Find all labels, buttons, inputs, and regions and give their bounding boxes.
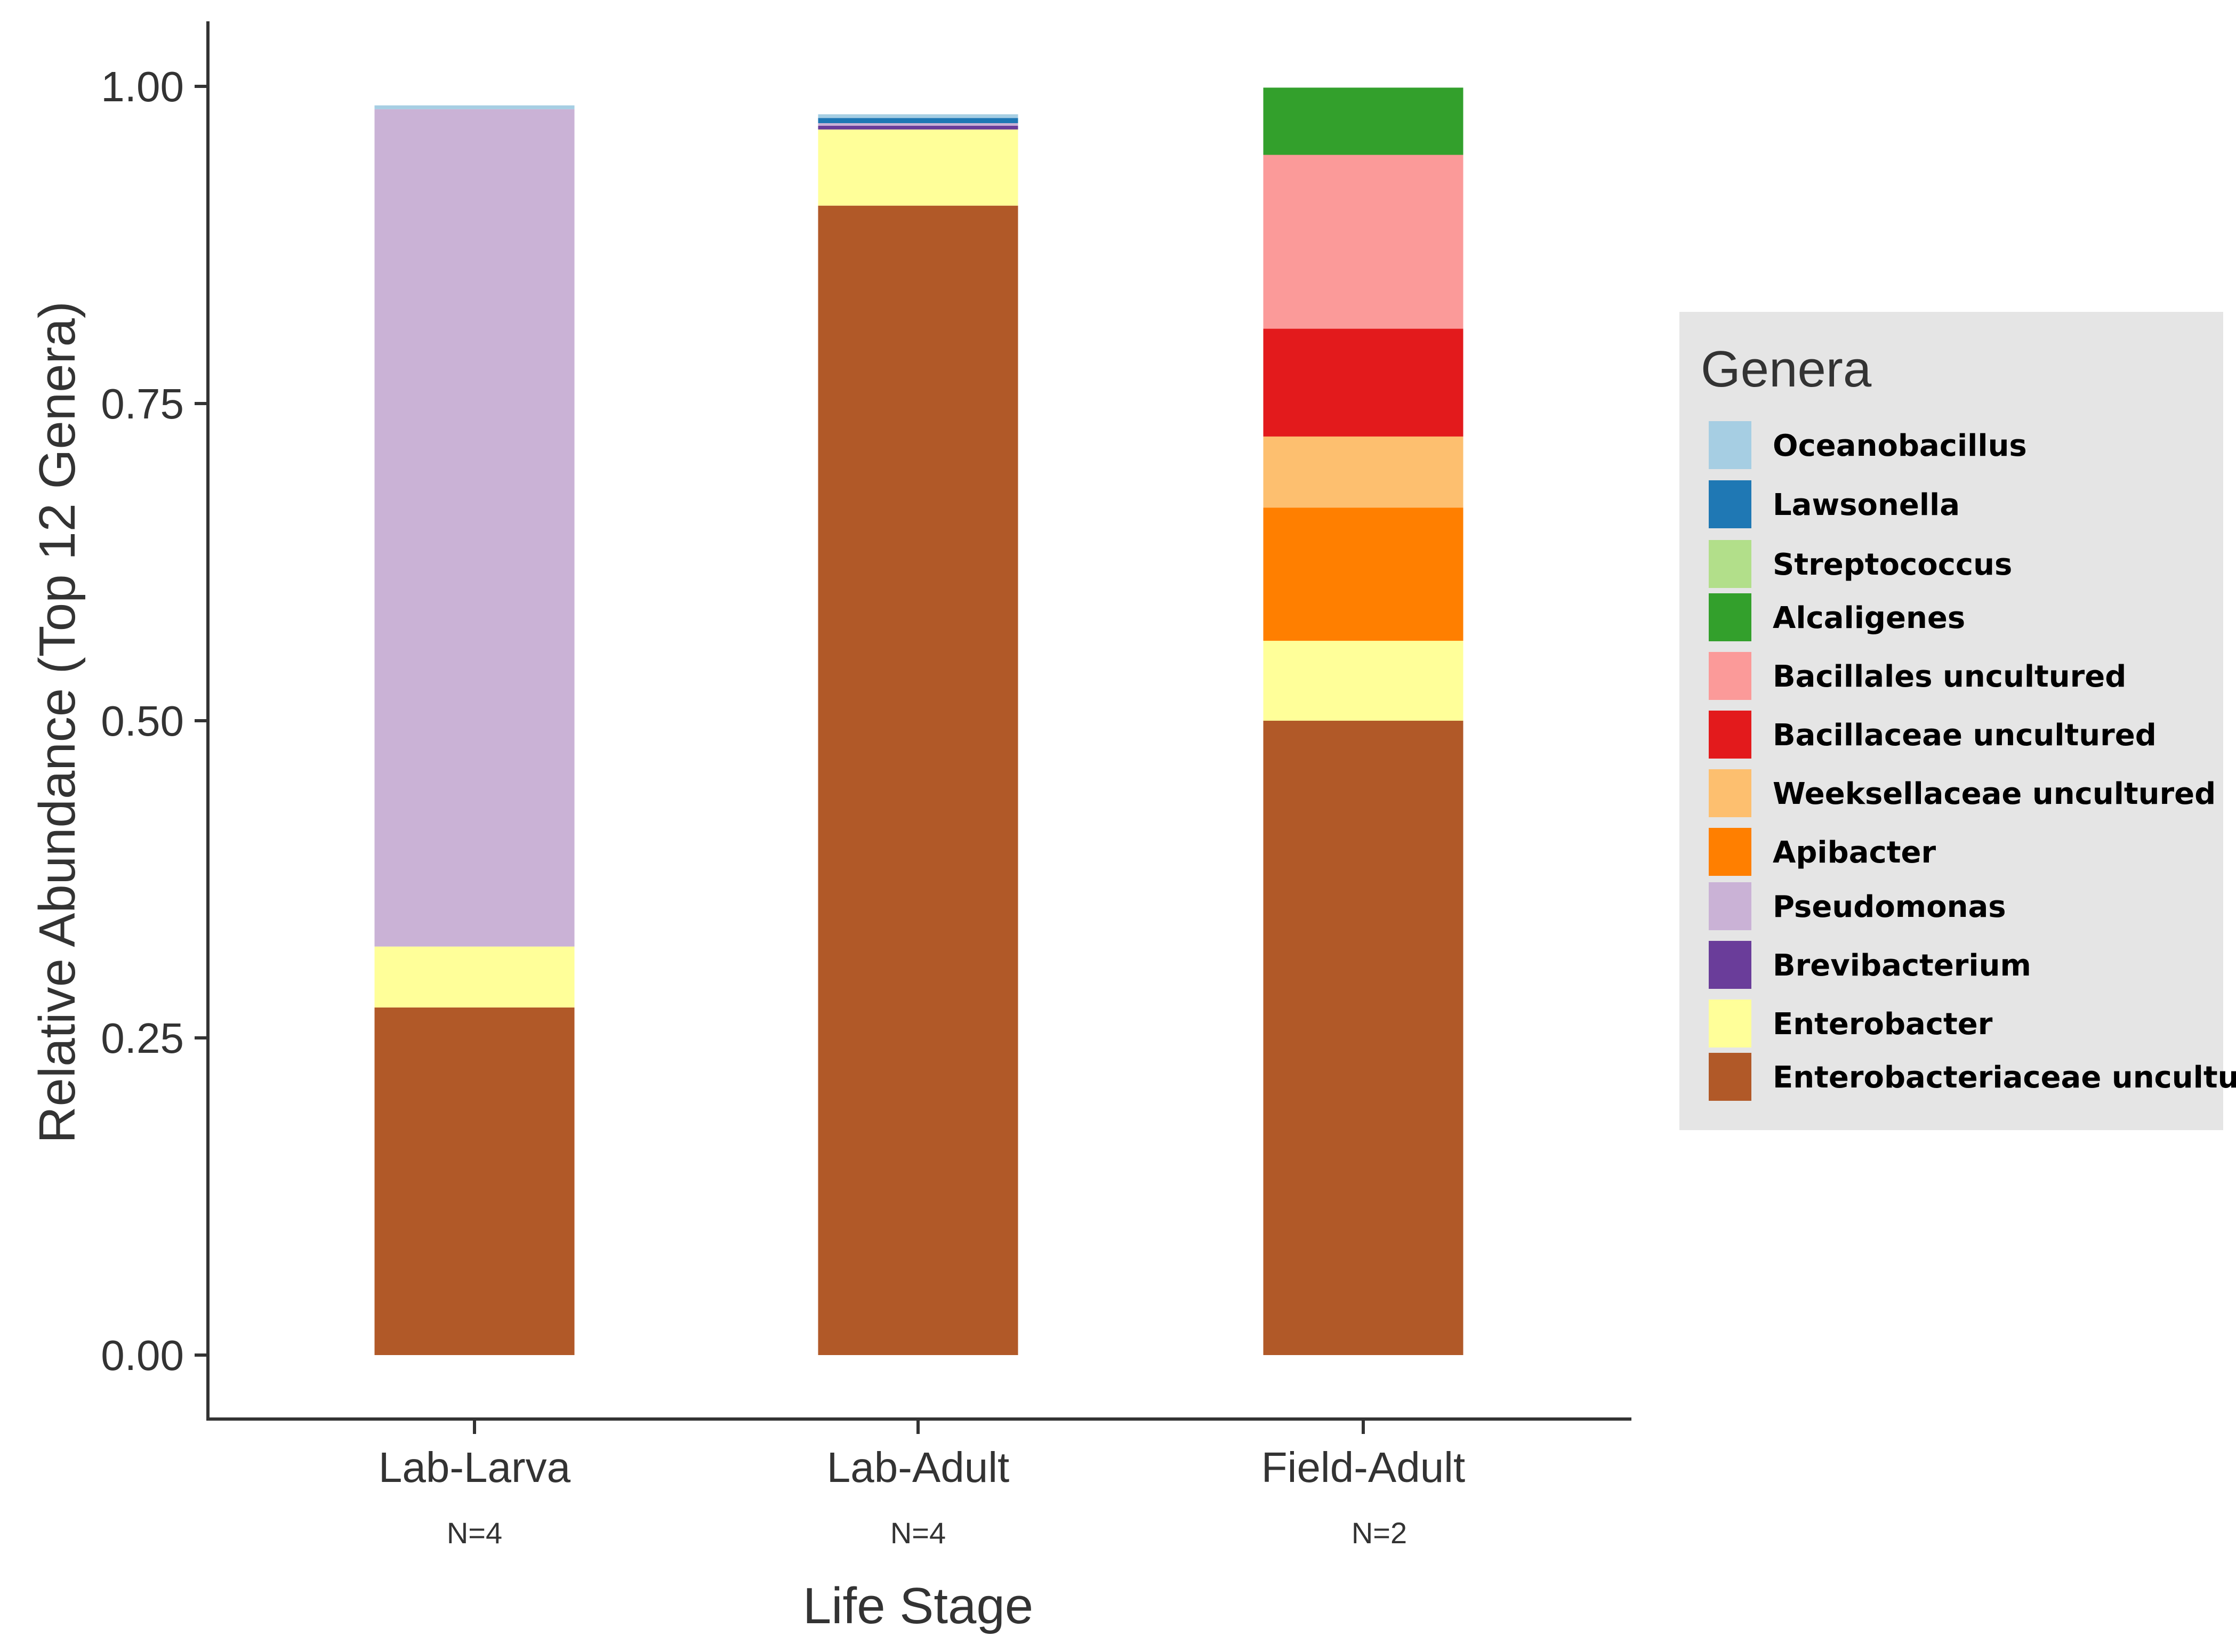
bar-segment xyxy=(1263,328,1463,437)
legend-swatch xyxy=(1709,480,1751,528)
legend-item-label: Lawsonella xyxy=(1773,488,1960,522)
x-tick-label: Lab-Larva xyxy=(379,1444,571,1491)
legend-swatch xyxy=(1709,828,1751,876)
bar-segment xyxy=(818,205,1018,1356)
legend-item-label: Enterobacter xyxy=(1773,1007,1993,1042)
legend-swatch xyxy=(1709,1053,1751,1101)
x-axis-title: Life Stage xyxy=(803,1577,1033,1634)
bar-segment xyxy=(818,114,1018,118)
sample-size-label: N=4 xyxy=(447,1516,502,1550)
legend-item-label: Oceanobacillus xyxy=(1773,429,2027,463)
legend-item-label: Bacillaceae uncultured xyxy=(1773,718,2157,753)
y-tick-label: 0.50 xyxy=(101,697,184,745)
y-ticks-group: 0.00 0.25 0.50 0.75 1.00 xyxy=(101,63,208,1379)
legend-item-label: Alcaligenes xyxy=(1773,601,1965,635)
legend-item-label: Apibacter xyxy=(1773,835,1936,870)
y-tick-label: 1.00 xyxy=(101,63,184,110)
bar-segment xyxy=(1263,721,1463,1355)
x-tick-label: Lab-Adult xyxy=(827,1444,1009,1491)
sample-size-label: N=4 xyxy=(890,1516,946,1550)
bar-segment xyxy=(1263,155,1463,329)
bar-segment xyxy=(818,123,1018,126)
legend-item-label: Pseudomonas xyxy=(1773,890,2006,924)
y-tick-label: 0.75 xyxy=(101,380,184,428)
x-ticks-group: Lab-Larva N=4 Lab-Adult N=4 Field-Adult N=2 xyxy=(379,1419,1465,1550)
legend-item-label: Streptococcus xyxy=(1773,547,2012,582)
y-tick-label: 0.00 xyxy=(101,1332,184,1379)
legend-swatch xyxy=(1709,421,1751,469)
legend-swatch xyxy=(1709,711,1751,759)
bar-segment xyxy=(374,1007,575,1355)
bar-segment xyxy=(818,118,1018,124)
sample-size-label: N=2 xyxy=(1352,1516,1407,1550)
bar-segment xyxy=(818,125,1018,130)
legend-item-label: Brevibacterium xyxy=(1773,948,2031,983)
legend-swatch xyxy=(1709,593,1751,641)
legend-swatch xyxy=(1709,652,1751,700)
legend-swatch xyxy=(1709,941,1751,989)
legend-swatch xyxy=(1709,769,1751,817)
bar-segment xyxy=(1263,87,1463,155)
x-tick-label: Field-Adult xyxy=(1261,1444,1465,1491)
bar-segment xyxy=(1263,436,1463,508)
bar-segment xyxy=(374,109,575,947)
legend-swatch xyxy=(1709,1000,1751,1047)
bar-segment xyxy=(1263,641,1463,721)
legend-swatch xyxy=(1709,882,1751,930)
legend-item-label: Enterobacteriaceae uncultured xyxy=(1773,1060,2236,1095)
legend: Oceanobacillus Lawsonella Streptococcus Alc… xyxy=(1709,421,2236,1101)
legend-swatch xyxy=(1709,540,1751,588)
legend-item-label: Weeksellaceae uncultured xyxy=(1773,777,2216,811)
bar-segment xyxy=(374,105,575,109)
bar-segment xyxy=(1263,507,1463,641)
legend-background xyxy=(1679,312,2223,1130)
bar-segment xyxy=(374,946,575,1008)
y-tick-label: 0.25 xyxy=(101,1014,184,1062)
bar-segment xyxy=(818,129,1018,206)
legend-item-label: Bacillales uncultured xyxy=(1773,659,2126,694)
y-axis-title: Relative Abundance (Top 12 Genera) xyxy=(29,301,86,1143)
bars-group xyxy=(374,87,1463,1356)
legend-title: Genera xyxy=(1701,341,1872,398)
